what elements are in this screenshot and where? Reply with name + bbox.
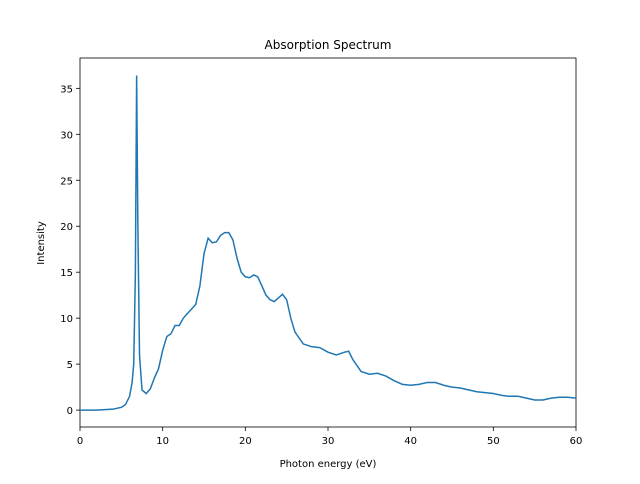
- y-tick-label: 0: [67, 406, 73, 417]
- x-tick-label: 50: [487, 436, 500, 447]
- x-tick-label: 10: [156, 436, 169, 447]
- y-tick-label: 10: [60, 314, 73, 325]
- y-tick-label: 20: [60, 222, 73, 233]
- y-tick-label: 5: [67, 360, 73, 371]
- y-tick-label: 25: [60, 176, 73, 187]
- y-tick-label: 35: [60, 84, 73, 95]
- x-tick-label: 0: [77, 436, 83, 447]
- y-axis-label: Intensity: [36, 221, 47, 265]
- x-tick-label: 60: [570, 436, 583, 447]
- y-tick-label: 15: [60, 268, 73, 279]
- x-tick-label: 30: [322, 436, 335, 447]
- x-axis-label: Photon energy (eV): [280, 459, 377, 470]
- data-line: [80, 75, 577, 411]
- plot-frame: [79, 57, 577, 428]
- chart-title: Absorption Spectrum: [265, 38, 392, 52]
- x-tick-label: 20: [239, 436, 252, 447]
- y-tick-label: 30: [60, 130, 73, 141]
- x-tick-label: 40: [404, 436, 417, 447]
